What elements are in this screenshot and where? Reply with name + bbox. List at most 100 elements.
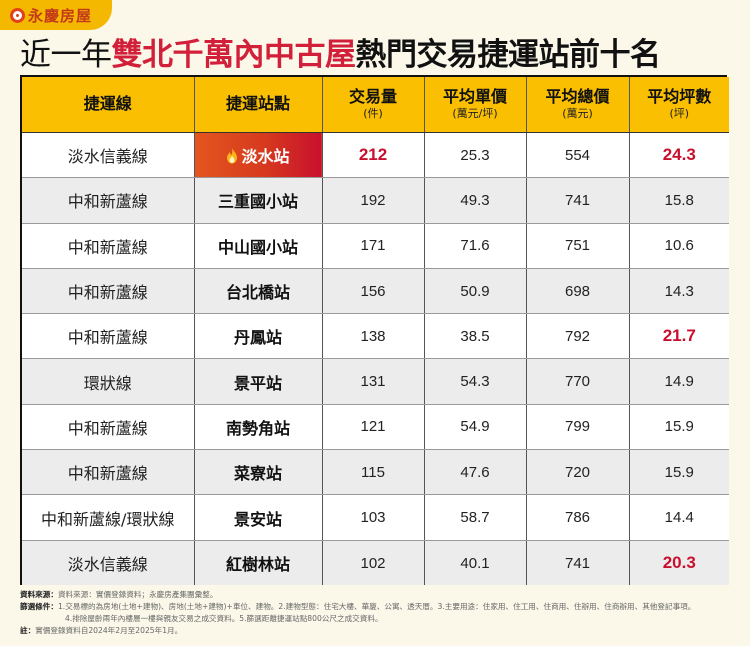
table-row: 中和新蘆線 台北橋站 156 50.9 698 14.3	[22, 268, 729, 315]
header-unit: (件)	[363, 107, 383, 121]
cell-line: 中和新蘆線/環狀線	[22, 494, 195, 541]
cell-area: 24.3	[629, 132, 729, 179]
fire-icon	[227, 148, 238, 164]
note-filter-label: 篩選條件：	[20, 602, 58, 611]
header-label: 平均坪數	[647, 86, 712, 106]
note-filter-line2: 4.排除屋齡兩年內樓層一樓與親友交易之成交資料。5.篩選距離捷運站點800公尺之…	[65, 614, 383, 623]
cell-area: 15.9	[629, 449, 729, 496]
cell-line: 中和新蘆線	[22, 404, 195, 451]
header-unit: (萬元)	[562, 107, 593, 121]
cell-station: 丹鳳站	[194, 313, 323, 360]
cell-line: 中和新蘆線	[22, 449, 195, 496]
cell-line: 淡水信義線	[22, 540, 195, 586]
brand-logo-icon	[10, 7, 25, 23]
cell-volume: 103	[322, 494, 425, 541]
cell-area: 15.9	[629, 404, 729, 451]
note-source: 資料來源： 資料來源：實價登錄資料；永慶房產集團彙整。	[20, 589, 740, 601]
cell-station: 景平站	[194, 358, 323, 405]
cell-total-price: 554	[526, 132, 630, 179]
header-total-price: 平均總價 (萬元)	[526, 77, 630, 133]
station-name: 淡水站	[241, 147, 290, 167]
cell-unit-price: 54.9	[424, 404, 527, 451]
cell-station: 景安站	[194, 494, 323, 541]
table-row: 中和新蘆線 三重國小站 192 49.3 741 15.8	[22, 177, 729, 224]
brand-logo-tab: 永慶房屋	[0, 0, 112, 30]
title-highlight: 雙北千萬內中古屋	[111, 36, 357, 73]
cell-unit-price: 71.6	[424, 223, 527, 269]
note-source-text: 資料來源：實價登錄資料；永慶房產集團彙整。	[57, 590, 218, 599]
header-label: 捷運站點	[225, 94, 290, 114]
title-suffix: 熱門交易捷運站前十名	[355, 36, 662, 73]
cell-unit-price: 58.7	[424, 494, 527, 541]
table-row: 中和新蘆線 菜寮站 115 47.6 720 15.9	[22, 449, 729, 496]
cell-unit-price: 47.6	[424, 449, 527, 496]
cell-volume: 156	[322, 268, 425, 315]
note-period-text: 實價登錄資料自2024年2月至2025年1月。	[35, 626, 183, 635]
header-area: 平均坪數 (坪)	[629, 77, 729, 133]
header-station: 捷運站點	[194, 77, 323, 133]
cell-total-price: 751	[526, 223, 630, 269]
header-label: 平均總價	[545, 86, 610, 106]
cell-unit-price: 25.3	[424, 132, 527, 179]
cell-station: 菜寮站	[194, 449, 323, 496]
title-prefix: 近一年	[20, 36, 112, 73]
cell-total-price: 799	[526, 404, 630, 451]
ranking-table: 捷運線 捷運站點 交易量 (件) 平均單價 (萬元/坪) 平均總價 (萬元) 平均坪數…	[20, 75, 729, 586]
cell-volume: 138	[322, 313, 425, 360]
cell-area: 10.6	[629, 223, 729, 269]
header-unit: (坪)	[669, 107, 690, 121]
cell-area: 21.7	[629, 313, 729, 360]
header-volume: 交易量 (件)	[322, 77, 425, 133]
cell-unit-price: 38.5	[424, 313, 527, 360]
table-header-row: 捷運線 捷運站點 交易量 (件) 平均單價 (萬元/坪) 平均總價 (萬元) 平均坪數…	[22, 77, 729, 133]
cell-total-price: 792	[526, 313, 630, 360]
cell-volume: 115	[322, 449, 425, 496]
cell-line: 中和新蘆線	[22, 177, 195, 224]
header-unit: (萬元/坪)	[452, 107, 498, 121]
cell-unit-price: 54.3	[424, 358, 527, 405]
page-title: 近一年 雙北千萬內中古屋 熱門交易捷運站前十名	[20, 30, 662, 73]
cell-unit-price: 49.3	[424, 177, 527, 224]
note-period: 註： 實價登錄資料自2024年2月至2025年1月。	[20, 625, 740, 637]
cell-station: 三重國小站	[194, 177, 323, 224]
note-filter: 篩選條件： 1.交易標的為房地(土地+建物)、房地(土地+建物)+車位、建物。2.…	[20, 601, 740, 613]
table-row: 中和新蘆線 丹鳳站 138 38.5 792 21.7	[22, 313, 729, 360]
cell-line: 中和新蘆線	[22, 223, 195, 269]
note-filter-line1: 1.交易標的為房地(土地+建物)、房地(土地+建物)+車位、建物。2.建物型態：…	[57, 602, 696, 611]
table-row: 淡水信義線 淡水站 212 25.3 554 24.3	[22, 132, 729, 179]
cell-area: 14.4	[629, 494, 729, 541]
cell-line: 中和新蘆線	[22, 313, 195, 360]
cell-total-price: 786	[526, 494, 630, 541]
table-row: 中和新蘆線 南勢角站 121 54.9 799 15.9	[22, 404, 729, 451]
cell-station-hot: 淡水站	[194, 132, 323, 179]
cell-area: 20.3	[629, 540, 729, 586]
header-label: 平均單價	[442, 86, 507, 106]
cell-volume: 131	[322, 358, 425, 405]
cell-total-price: 698	[526, 268, 630, 315]
table-row: 淡水信義線 紅樹林站 102 40.1 741 20.3	[22, 540, 729, 586]
cell-total-price: 770	[526, 358, 630, 405]
cell-area: 14.3	[629, 268, 729, 315]
cell-volume: 212	[322, 132, 425, 179]
table-row: 中和新蘆線/環狀線 景安站 103 58.7 786 14.4	[22, 494, 729, 541]
cell-area: 14.9	[629, 358, 729, 405]
table-row: 環狀線 景平站 131 54.3 770 14.9	[22, 358, 729, 405]
cell-volume: 171	[322, 223, 425, 269]
footnotes: 資料來源： 資料來源：實價登錄資料；永慶房產集團彙整。 篩選條件： 1.交易標的為房…	[20, 589, 740, 637]
header-label: 捷運線	[83, 94, 132, 114]
cell-station: 台北橋站	[194, 268, 323, 315]
cell-line: 淡水信義線	[22, 132, 195, 179]
cell-unit-price: 40.1	[424, 540, 527, 586]
table-row: 中和新蘆線 中山國小站 171 71.6 751 10.6	[22, 223, 729, 269]
cell-area: 15.8	[629, 177, 729, 224]
cell-unit-price: 50.9	[424, 268, 527, 315]
cell-total-price: 741	[526, 540, 630, 586]
cell-station: 中山國小站	[194, 223, 323, 269]
cell-station: 紅樹林站	[194, 540, 323, 586]
cell-volume: 192	[322, 177, 425, 224]
cell-total-price: 741	[526, 177, 630, 224]
brand-logo-text: 永慶房屋	[28, 6, 93, 25]
note-period-label: 註：	[20, 626, 36, 635]
header-mrt-line: 捷運線	[22, 77, 195, 133]
cell-volume: 121	[322, 404, 425, 451]
